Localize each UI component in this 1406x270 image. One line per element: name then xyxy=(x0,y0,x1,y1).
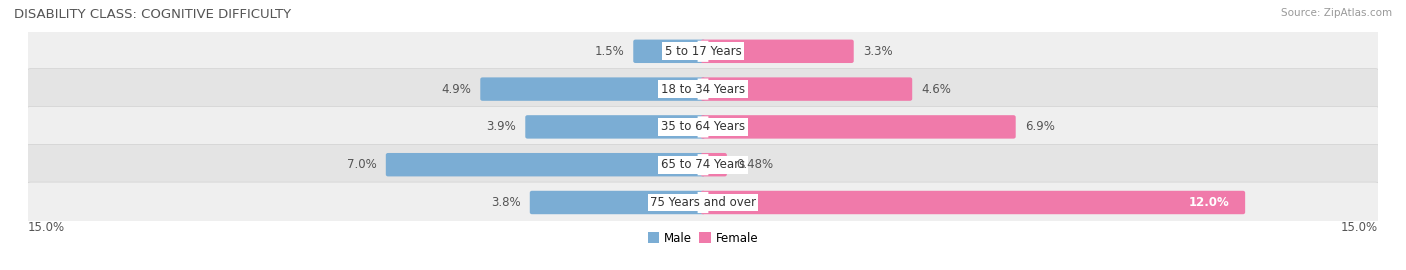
FancyBboxPatch shape xyxy=(700,115,1015,139)
Text: 6.9%: 6.9% xyxy=(1025,120,1054,133)
FancyBboxPatch shape xyxy=(530,191,706,214)
FancyBboxPatch shape xyxy=(697,154,709,175)
FancyBboxPatch shape xyxy=(385,153,706,176)
Text: 15.0%: 15.0% xyxy=(1341,221,1378,234)
FancyBboxPatch shape xyxy=(27,106,1379,147)
FancyBboxPatch shape xyxy=(27,31,1379,72)
Text: 3.8%: 3.8% xyxy=(491,196,520,209)
Text: 7.0%: 7.0% xyxy=(347,158,377,171)
FancyBboxPatch shape xyxy=(633,40,706,63)
FancyBboxPatch shape xyxy=(697,41,709,62)
Text: 65 to 74 Years: 65 to 74 Years xyxy=(661,158,745,171)
FancyBboxPatch shape xyxy=(27,69,1379,110)
FancyBboxPatch shape xyxy=(700,191,1246,214)
Text: DISABILITY CLASS: COGNITIVE DIFFICULTY: DISABILITY CLASS: COGNITIVE DIFFICULTY xyxy=(14,8,291,21)
Text: 35 to 64 Years: 35 to 64 Years xyxy=(661,120,745,133)
FancyBboxPatch shape xyxy=(481,77,706,101)
Text: 18 to 34 Years: 18 to 34 Years xyxy=(661,83,745,96)
Text: 12.0%: 12.0% xyxy=(1188,196,1229,209)
Text: 1.5%: 1.5% xyxy=(595,45,624,58)
Text: 0.48%: 0.48% xyxy=(735,158,773,171)
FancyBboxPatch shape xyxy=(700,153,727,176)
Text: 4.6%: 4.6% xyxy=(921,83,950,96)
FancyBboxPatch shape xyxy=(697,79,709,100)
FancyBboxPatch shape xyxy=(526,115,706,139)
FancyBboxPatch shape xyxy=(27,144,1379,185)
FancyBboxPatch shape xyxy=(700,77,912,101)
FancyBboxPatch shape xyxy=(700,40,853,63)
Text: 4.9%: 4.9% xyxy=(441,83,471,96)
Text: 5 to 17 Years: 5 to 17 Years xyxy=(665,45,741,58)
Legend: Male, Female: Male, Female xyxy=(643,227,763,249)
Text: 75 Years and over: 75 Years and over xyxy=(650,196,756,209)
FancyBboxPatch shape xyxy=(697,116,709,137)
Text: Source: ZipAtlas.com: Source: ZipAtlas.com xyxy=(1281,8,1392,18)
Text: 3.3%: 3.3% xyxy=(863,45,893,58)
Text: 15.0%: 15.0% xyxy=(28,221,65,234)
Text: 3.9%: 3.9% xyxy=(486,120,516,133)
FancyBboxPatch shape xyxy=(697,192,709,213)
FancyBboxPatch shape xyxy=(27,182,1379,223)
